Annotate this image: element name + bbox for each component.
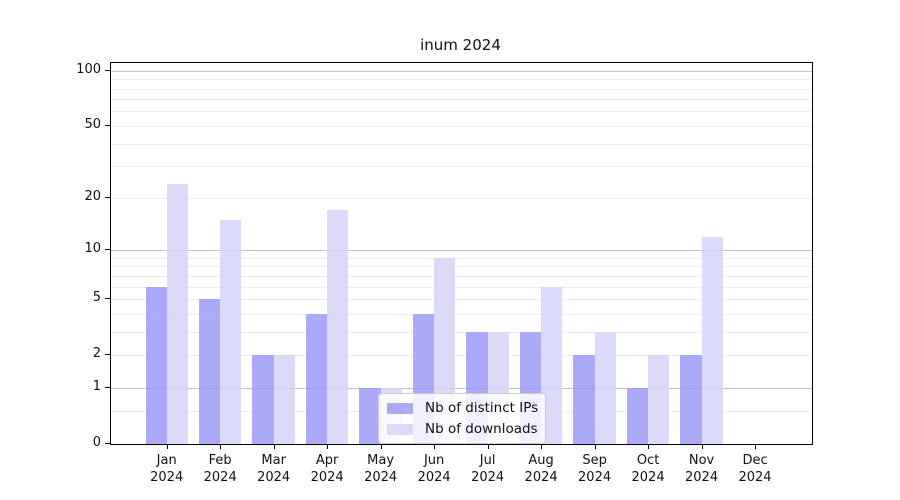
downloads-bar-oct	[648, 355, 670, 444]
gridline	[111, 299, 812, 301]
x-tick-label-jun: Jun 2024	[417, 453, 451, 485]
gridline	[111, 99, 812, 101]
y-tick-mark	[105, 196, 110, 198]
gridline	[111, 250, 812, 252]
y-tick-label: 50	[84, 116, 101, 132]
y-tick-label: 2	[92, 346, 101, 362]
legend-label-ips: Nb of distinct IPs	[425, 400, 539, 416]
legend-item-downloads: Nb of downloads	[387, 421, 538, 437]
y-tick-mark	[105, 69, 110, 71]
gridline	[111, 266, 812, 268]
x-tick-label-oct: Oct 2024	[631, 453, 665, 485]
gridline	[111, 111, 812, 113]
ips-bar-sep	[573, 355, 595, 444]
y-tick-mark	[105, 298, 110, 300]
ips-bar-jan	[145, 286, 167, 444]
plot-area: Nb of distinct IPs Nb of downloads	[110, 62, 813, 445]
gridline	[111, 166, 812, 168]
downloads-bar-mar	[273, 355, 295, 444]
downloads-bar-sep	[594, 331, 616, 444]
gridline	[111, 70, 812, 72]
ips-bar-mar	[252, 355, 274, 444]
x-tick-mark	[166, 444, 168, 449]
legend-label-downloads: Nb of downloads	[425, 421, 538, 437]
y-tick-label: 100	[76, 61, 101, 77]
x-tick-label-aug: Aug 2024	[524, 453, 558, 485]
x-tick-mark	[327, 444, 329, 449]
ips-bar-nov	[680, 355, 702, 444]
gridline	[111, 275, 812, 277]
legend-item-distinct-ips: Nb of distinct IPs	[387, 400, 539, 416]
gridline	[111, 257, 812, 259]
x-tick-mark	[434, 444, 436, 449]
gridline	[111, 286, 812, 288]
gridline	[111, 125, 812, 127]
ips-bar-feb	[198, 299, 221, 444]
gridline	[111, 331, 812, 333]
x-tick-mark	[487, 444, 489, 449]
y-tick-mark	[105, 249, 110, 251]
downloads-bar-apr	[327, 210, 349, 444]
y-tick-label: 1	[92, 378, 101, 394]
x-tick-label-nov: Nov 2024	[685, 453, 719, 485]
gridline	[111, 88, 812, 90]
x-tick-label-dec: Dec 2024	[738, 453, 772, 485]
x-tick-mark	[273, 444, 275, 449]
downloads-bar-aug	[541, 286, 563, 444]
x-tick-label-apr: Apr 2024	[310, 453, 344, 485]
x-tick-label-jul: Jul 2024	[471, 453, 505, 485]
ips-swatch-icon	[387, 402, 413, 414]
x-tick-label-may: May 2024	[364, 453, 398, 485]
gridline	[111, 387, 812, 389]
ips-bar-apr	[305, 313, 328, 444]
x-tick-label-feb: Feb 2024	[203, 453, 237, 485]
downloads-swatch-icon	[387, 423, 413, 435]
gridline	[111, 143, 812, 145]
x-tick-mark	[755, 444, 757, 449]
y-tick-label: 5	[92, 290, 101, 306]
y-tick-label: 20	[84, 188, 101, 204]
x-tick-mark	[594, 444, 596, 449]
y-tick-label: 10	[84, 241, 101, 257]
downloads-bar-nov	[701, 236, 723, 444]
x-tick-label-jan: Jan 2024	[150, 453, 184, 485]
y-tick-label: 0	[92, 435, 101, 450]
downloads-bar-jan	[166, 183, 188, 444]
y-tick-mark	[105, 386, 110, 389]
downloads-bar-feb	[220, 219, 242, 444]
chart-title: inum 2024	[420, 36, 501, 54]
y-tick-mark	[105, 354, 110, 356]
x-tick-mark	[380, 444, 382, 449]
x-tick-label-sep: Sep 2024	[578, 453, 612, 485]
gridline	[111, 313, 812, 315]
y-tick-mark	[105, 443, 110, 445]
legend: Nb of distinct IPs Nb of downloads	[378, 393, 546, 444]
gridline	[111, 79, 812, 81]
gridline	[111, 197, 812, 199]
y-tick-mark	[105, 124, 110, 127]
x-tick-mark	[701, 444, 703, 449]
x-tick-mark	[541, 444, 543, 449]
gridline	[111, 355, 812, 357]
x-tick-label-mar: Mar 2024	[257, 453, 291, 485]
ips-bar-may	[359, 387, 381, 444]
x-tick-mark	[220, 444, 222, 449]
x-tick-mark	[648, 444, 650, 449]
ips-bar-oct	[626, 387, 649, 444]
